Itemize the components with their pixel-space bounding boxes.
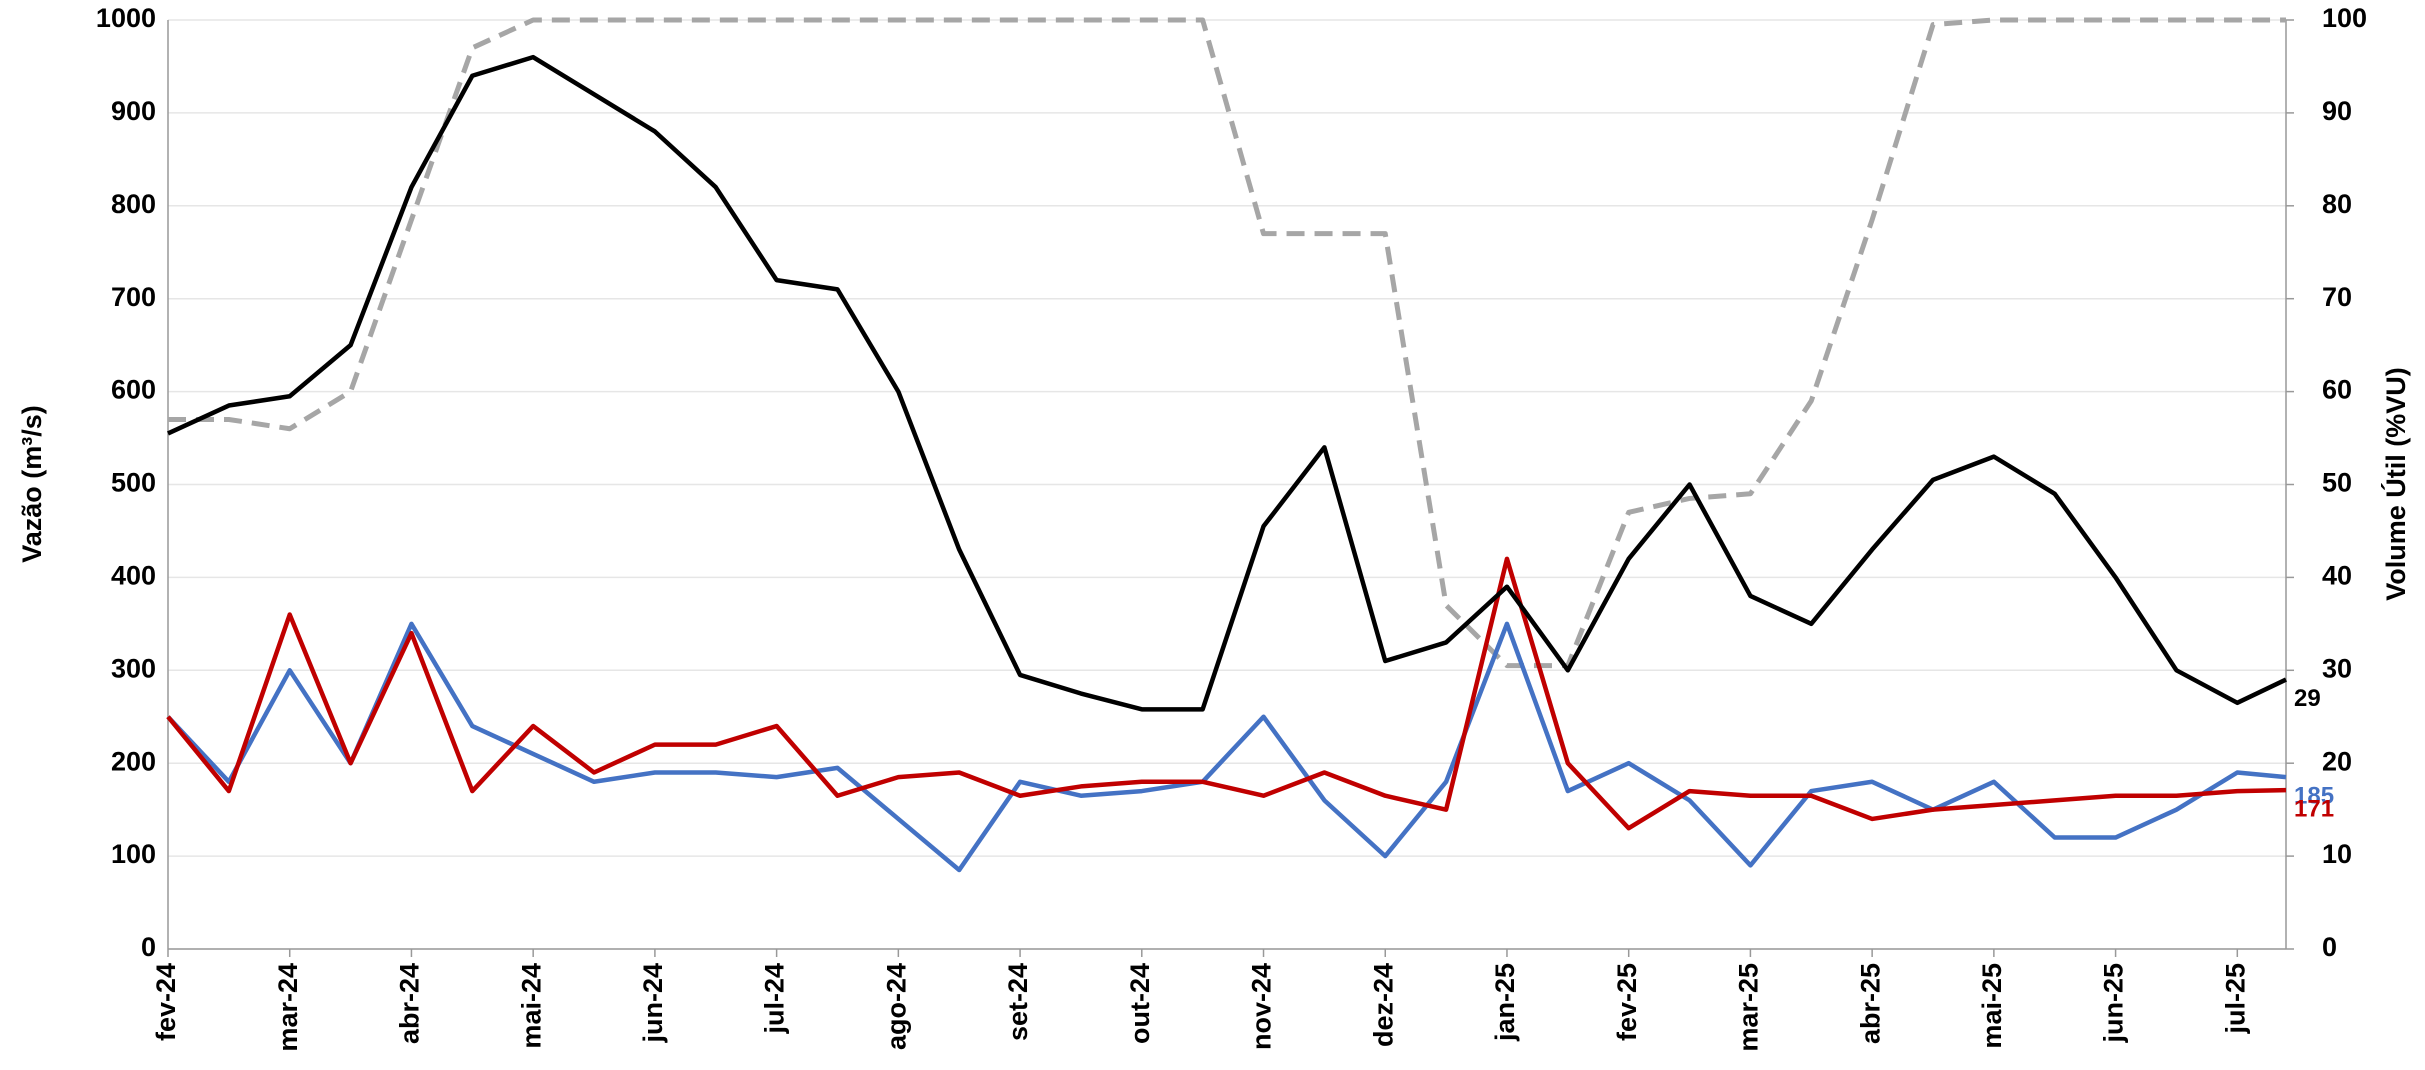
y-tick-label: 400 bbox=[111, 561, 156, 591]
y2-tick-label: 80 bbox=[2322, 189, 2352, 219]
x-tick-label: mar-25 bbox=[1734, 963, 1764, 1052]
y-tick-label: 700 bbox=[111, 282, 156, 312]
x-tick-label: set-24 bbox=[1003, 963, 1033, 1041]
x-tick-label: jun-24 bbox=[638, 963, 668, 1044]
end-value-label: 171 bbox=[2294, 795, 2334, 822]
x-tick-label: jan-25 bbox=[1490, 963, 1520, 1042]
x-tick-label: jul-25 bbox=[2220, 963, 2250, 1035]
x-tick-label: abr-24 bbox=[395, 963, 425, 1044]
x-tick-label: dez-24 bbox=[1368, 963, 1398, 1047]
series-line bbox=[167, 54, 2287, 712]
series-line bbox=[166, 621, 2287, 873]
y2-tick-label: 20 bbox=[2322, 746, 2352, 776]
x-tick-label: jun-25 bbox=[2099, 963, 2129, 1044]
y-axis-label: Vazão (m³/s) bbox=[17, 405, 47, 563]
series-line bbox=[168, 17, 2286, 669]
y-tick-label: 300 bbox=[111, 653, 156, 683]
y-tick-label: 1000 bbox=[96, 3, 156, 33]
y-tick-label: 900 bbox=[111, 96, 156, 126]
y-tick-label: 800 bbox=[111, 189, 156, 219]
y2-tick-label: 50 bbox=[2322, 468, 2352, 498]
y2-tick-label: 100 bbox=[2322, 3, 2367, 33]
end-value-label: 29 bbox=[2294, 685, 2321, 712]
x-tick-label: mai-24 bbox=[516, 963, 546, 1049]
y2-tick-label: 30 bbox=[2322, 653, 2352, 683]
x-tick-label: fev-25 bbox=[1612, 963, 1642, 1041]
x-tick-label: mai-25 bbox=[1977, 963, 2007, 1049]
y2-tick-label: 10 bbox=[2322, 839, 2352, 869]
y2-axis-label: Volume Útil (%VU) bbox=[2380, 367, 2411, 601]
y-tick-label: 600 bbox=[111, 375, 156, 405]
x-tick-label: ago-24 bbox=[881, 963, 911, 1050]
y-tick-label: 200 bbox=[111, 746, 156, 776]
end-value-label: 185 bbox=[2294, 782, 2334, 809]
x-tick-label: mar-24 bbox=[273, 963, 303, 1052]
y2-tick-label: 40 bbox=[2322, 561, 2352, 591]
y2-tick-label: 0 bbox=[2322, 932, 2337, 962]
y2-tick-label: 90 bbox=[2322, 96, 2352, 126]
y-tick-label: 0 bbox=[141, 932, 156, 962]
series-line bbox=[166, 556, 2287, 831]
x-tick-label: jul-24 bbox=[760, 963, 790, 1035]
y-tick-label: 100 bbox=[111, 839, 156, 869]
y2-tick-label: 70 bbox=[2322, 282, 2352, 312]
y-tick-label: 500 bbox=[111, 468, 156, 498]
x-tick-label: abr-25 bbox=[1855, 963, 1885, 1044]
x-tick-label: fev-24 bbox=[151, 963, 181, 1041]
x-tick-label: out-24 bbox=[1125, 963, 1155, 1044]
y2-tick-label: 60 bbox=[2322, 375, 2352, 405]
x-tick-label: nov-24 bbox=[1247, 963, 1277, 1050]
